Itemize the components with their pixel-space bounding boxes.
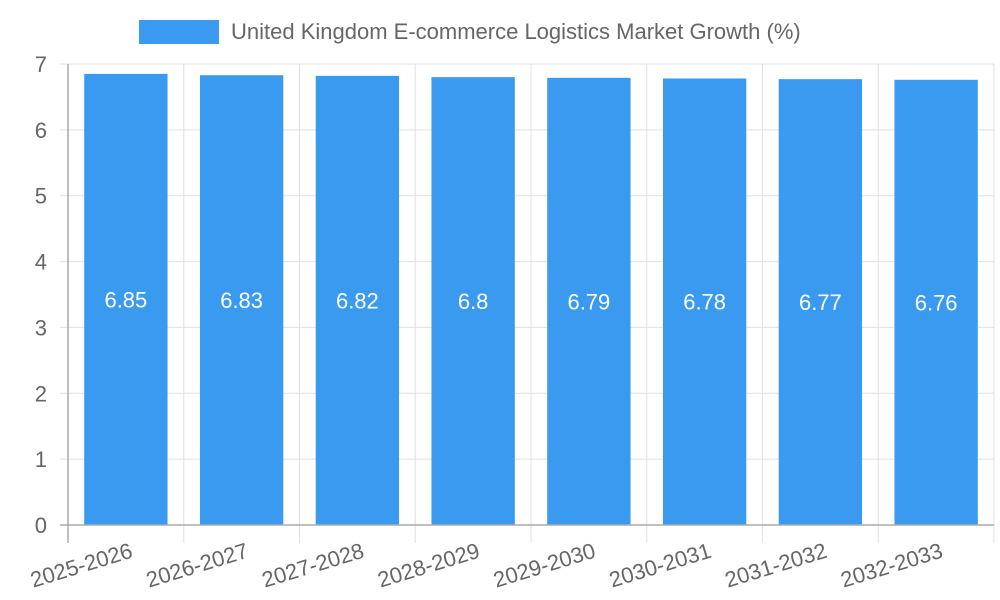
legend-label: United Kingdom E-commerce Logistics Mark… bbox=[231, 19, 801, 44]
bar-value-label: 6.8 bbox=[458, 289, 489, 314]
bar-rect[interactable] bbox=[199, 75, 284, 526]
y-tick-label: 7 bbox=[35, 52, 47, 77]
bar-value-label: 6.77 bbox=[799, 290, 842, 315]
bar-2028-2029[interactable]: 6.8 bbox=[431, 77, 515, 526]
bar-rect[interactable] bbox=[662, 78, 747, 525]
y-tick-label: 6 bbox=[35, 118, 47, 143]
x-tick-label: 2032-2033 bbox=[838, 538, 946, 593]
x-tick-label: 2028-2029 bbox=[375, 538, 483, 593]
y-axis-ticks: 0 1 2 3 4 5 6 7 bbox=[35, 52, 47, 538]
y-tick-label: 0 bbox=[35, 513, 47, 538]
bar-2032-2033[interactable]: 6.76 bbox=[894, 79, 978, 525]
bar-value-label: 6.85 bbox=[104, 287, 147, 312]
bar-value-label: 6.76 bbox=[915, 290, 958, 315]
legend-swatch bbox=[139, 20, 219, 44]
bar-2026-2027[interactable]: 6.83 bbox=[199, 75, 284, 526]
x-tick-label: 2026-2027 bbox=[143, 538, 251, 593]
bar-2029-2030[interactable]: 6.79 bbox=[547, 77, 631, 525]
y-tick-label: 1 bbox=[35, 447, 47, 472]
bar-value-label: 6.83 bbox=[220, 288, 263, 313]
chart-legend[interactable]: United Kingdom E-commerce Logistics Mark… bbox=[0, 18, 1000, 48]
bar-rect[interactable] bbox=[894, 79, 978, 525]
bar-2025-2026[interactable]: 6.85 bbox=[84, 73, 168, 525]
x-tick-label: 2031-2032 bbox=[722, 538, 830, 593]
x-axis-ticks: 2025-2026 2026-2027 2027-2028 2028-2029 2029… bbox=[27, 538, 945, 593]
x-tick-label: 2030-2031 bbox=[606, 538, 714, 593]
bar-rect[interactable] bbox=[431, 77, 515, 526]
bars-group: 6.85 6.83 6.82 6.8 6.79 6.78 6.77 6.76 bbox=[84, 73, 978, 526]
x-tick-label: 2029-2030 bbox=[490, 538, 598, 593]
axes bbox=[60, 64, 994, 543]
x-tick-label: 2027-2028 bbox=[259, 538, 367, 593]
y-tick-label: 4 bbox=[35, 250, 47, 275]
bar-value-label: 6.78 bbox=[683, 290, 726, 315]
bar-rect[interactable] bbox=[84, 73, 168, 525]
y-tick-label: 3 bbox=[35, 315, 47, 340]
y-tick-label: 2 bbox=[35, 381, 47, 406]
x-tick-label: 2025-2026 bbox=[27, 538, 135, 593]
y-tick-label: 5 bbox=[35, 184, 47, 209]
bar-2031-2032[interactable]: 6.77 bbox=[778, 79, 863, 525]
bar-rect[interactable] bbox=[778, 79, 863, 525]
bar-2027-2028[interactable]: 6.82 bbox=[315, 75, 400, 526]
bar-rect[interactable] bbox=[547, 77, 631, 525]
bar-value-label: 6.82 bbox=[336, 288, 379, 313]
bar-2030-2031[interactable]: 6.78 bbox=[662, 78, 747, 525]
bar-value-label: 6.79 bbox=[567, 289, 610, 314]
bar-rect[interactable] bbox=[315, 75, 400, 526]
